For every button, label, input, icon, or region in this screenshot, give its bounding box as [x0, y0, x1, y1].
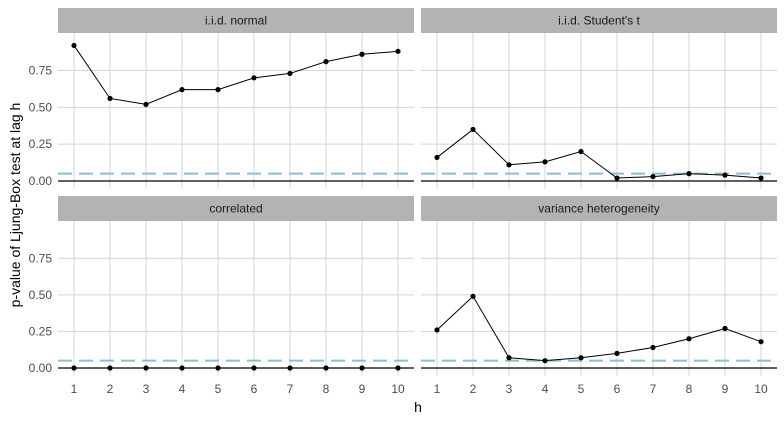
x-tick-label: 7 [650, 382, 657, 396]
data-point [722, 172, 728, 178]
data-point [686, 171, 692, 177]
x-tick-label: 6 [614, 382, 621, 396]
data-point [650, 344, 656, 351]
data-point [143, 101, 149, 107]
data-point [614, 175, 620, 181]
data-point [179, 87, 185, 93]
data-point [395, 365, 401, 371]
data-point [251, 75, 257, 81]
x-tick-label: 4 [179, 382, 186, 396]
panel: i.i.d. Student's t [421, 8, 777, 189]
data-point [107, 365, 113, 371]
data-point [434, 327, 440, 333]
y-tick-label: 0.00 [29, 174, 53, 188]
panel-strip [58, 8, 414, 33]
y-tick-label: 0.50 [29, 100, 53, 114]
data-point [215, 365, 221, 371]
data-point [71, 42, 77, 49]
x-tick-label: 9 [722, 382, 729, 396]
data-point [542, 358, 548, 364]
series-line [436, 295, 762, 362]
x-tick-label: 3 [506, 382, 513, 396]
x-tick-label: 2 [470, 382, 477, 396]
x-tick-label: 5 [215, 382, 222, 396]
panel-strip [58, 196, 414, 221]
data-point [359, 365, 365, 371]
data-point [758, 175, 764, 181]
panel: i.i.d. normal [58, 8, 414, 189]
y-tick-label: 0.25 [29, 137, 53, 151]
data-point [215, 87, 221, 93]
panel: variance heterogeneity [421, 196, 777, 376]
data-point [359, 51, 365, 57]
panel: correlated [58, 196, 414, 376]
panels-layer: i.i.d. normal i.i.d. Student's t correlate… [58, 8, 777, 376]
panel-title: i.i.d. normal [205, 14, 267, 28]
panel-strip [421, 8, 777, 33]
data-point [323, 59, 329, 65]
y-tick-label: 0.50 [29, 288, 53, 302]
x-axis-labels: 1 2 3 4 5 6 7 8 9 10 1 2 3 4 5 6 7 8 9 10 [71, 382, 768, 396]
series-line [73, 45, 399, 105]
data-point [470, 293, 476, 299]
data-point [578, 148, 584, 155]
x-axis-title: h [414, 399, 422, 415]
x-tick-label: 2 [107, 382, 114, 396]
data-point [251, 365, 257, 371]
x-tick-label: 4 [542, 382, 549, 396]
x-tick-label: 3 [143, 382, 150, 396]
data-point [71, 365, 77, 371]
panel-title: correlated [209, 202, 262, 216]
data-point [722, 325, 728, 332]
x-tick-label: 10 [391, 382, 405, 396]
x-tick-label: 9 [359, 382, 366, 396]
data-point [614, 350, 620, 356]
data-point [287, 70, 293, 77]
panel-strip [421, 196, 777, 221]
x-tick-label: 6 [251, 382, 258, 396]
y-tick-label: 0.25 [29, 324, 53, 338]
data-point [506, 162, 512, 168]
data-point [179, 365, 185, 371]
data-point [434, 154, 440, 161]
y-tick-label: 0.75 [29, 63, 53, 77]
x-tick-label: 1 [71, 382, 78, 396]
x-tick-label: 1 [434, 382, 441, 396]
data-point [470, 126, 476, 133]
data-point [323, 365, 329, 371]
series-line [436, 128, 762, 179]
data-point [107, 95, 113, 102]
x-tick-label: 7 [287, 382, 294, 396]
data-point [758, 339, 764, 345]
panel-title: variance heterogeneity [538, 202, 659, 216]
data-point [578, 355, 584, 361]
x-tick-label: 10 [754, 382, 768, 396]
data-point [650, 173, 656, 180]
x-tick-label: 5 [578, 382, 585, 396]
data-point [395, 48, 401, 54]
data-point [686, 336, 692, 342]
x-tick-label: 8 [323, 382, 330, 396]
y-axis-labels: 0.00 0.25 0.50 0.75 0.00 0.25 0.50 0.75 [29, 63, 53, 375]
data-point [506, 355, 512, 361]
panel-title: i.i.d. Student's t [558, 14, 640, 28]
y-tick-label: 0.75 [29, 251, 53, 265]
y-axis-title: p-value of Ljung-Box test at lag h [7, 103, 23, 308]
y-tick-label: 0.00 [29, 361, 53, 375]
data-point [143, 365, 149, 371]
x-tick-label: 8 [686, 382, 693, 396]
data-point [287, 365, 293, 371]
data-point [542, 159, 548, 165]
